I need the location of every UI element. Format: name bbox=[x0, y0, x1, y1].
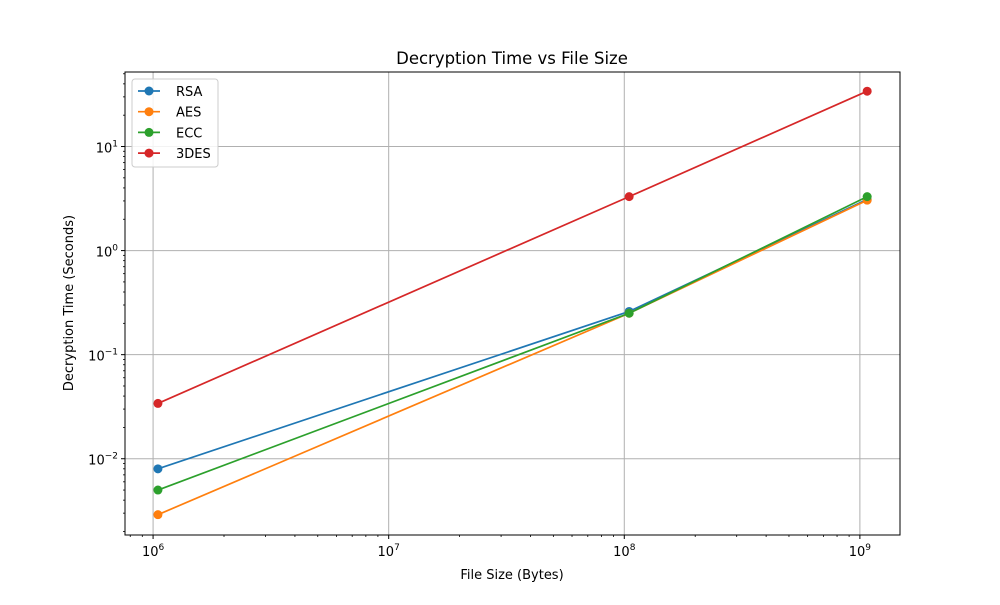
legend-label-rsa: RSA bbox=[176, 85, 203, 100]
y-tick-base: 10 bbox=[88, 350, 105, 365]
series-ecc bbox=[153, 192, 872, 495]
legend-marker-3des bbox=[144, 148, 154, 158]
x-tick-label: 107 bbox=[378, 543, 400, 560]
x-tick-label: 108 bbox=[613, 543, 636, 560]
x-tick-exponent: 8 bbox=[630, 543, 636, 553]
x-tick-label: 109 bbox=[849, 543, 872, 560]
x-axis-label: File Size (Bytes) bbox=[460, 568, 563, 583]
data-point-ecc bbox=[624, 308, 634, 318]
legend-label-aes: AES bbox=[176, 106, 201, 121]
legend-label-ecc: ECC bbox=[176, 126, 202, 141]
y-tick-base: 10 bbox=[96, 246, 113, 261]
y-tick-base: 10 bbox=[88, 454, 105, 469]
x-tick-base: 10 bbox=[378, 545, 395, 560]
y-tick-base: 10 bbox=[96, 142, 113, 157]
axes-frame bbox=[124, 71, 901, 536]
data-point-3des bbox=[862, 86, 872, 96]
legend: RSA AES ECC 3DES bbox=[131, 78, 219, 168]
legend-label-3des: 3DES bbox=[176, 147, 211, 162]
x-tick-exponent: 7 bbox=[394, 543, 400, 553]
x-tick-label: 106 bbox=[142, 543, 165, 560]
y-tick-exponent: 0 bbox=[112, 244, 118, 254]
legend-item-aes: AES bbox=[138, 106, 201, 121]
data-point-aes bbox=[153, 510, 163, 520]
legend-item-rsa: RSA bbox=[138, 85, 203, 100]
legend-marker-ecc bbox=[144, 127, 154, 137]
y-tick-label: 10−1 bbox=[88, 348, 118, 365]
y-axis-label: Decryption Time (Seconds) bbox=[62, 215, 77, 391]
x-tick-exponent: 6 bbox=[158, 543, 164, 553]
data-point-3des bbox=[153, 398, 163, 408]
data-point-ecc bbox=[153, 485, 163, 495]
x-tick-base: 10 bbox=[849, 545, 866, 560]
legend-item-3des: 3DES bbox=[138, 147, 211, 162]
y-tick-label: 101 bbox=[96, 140, 118, 157]
chart-title: Decryption Time vs File Size bbox=[396, 49, 628, 68]
data-point-ecc bbox=[862, 192, 872, 202]
y-tick-exponent: 1 bbox=[112, 140, 118, 150]
x-tick-base: 10 bbox=[142, 545, 159, 560]
legend-item-ecc: ECC bbox=[138, 126, 202, 141]
x-tick-exponent: 9 bbox=[865, 543, 871, 553]
y-tick-exponent: −1 bbox=[105, 348, 118, 358]
data-point-3des bbox=[624, 192, 634, 202]
x-tick-base: 10 bbox=[613, 545, 630, 560]
y-tick-label: 10−2 bbox=[88, 452, 118, 469]
y-tick-exponent: −2 bbox=[105, 452, 118, 462]
legend-box bbox=[131, 78, 219, 168]
data-point-rsa bbox=[153, 464, 163, 474]
legend-marker-rsa bbox=[144, 86, 154, 96]
y-tick-label: 100 bbox=[96, 244, 119, 261]
legend-marker-aes bbox=[144, 107, 154, 117]
series-3des bbox=[153, 86, 872, 408]
plot-series bbox=[153, 86, 872, 520]
